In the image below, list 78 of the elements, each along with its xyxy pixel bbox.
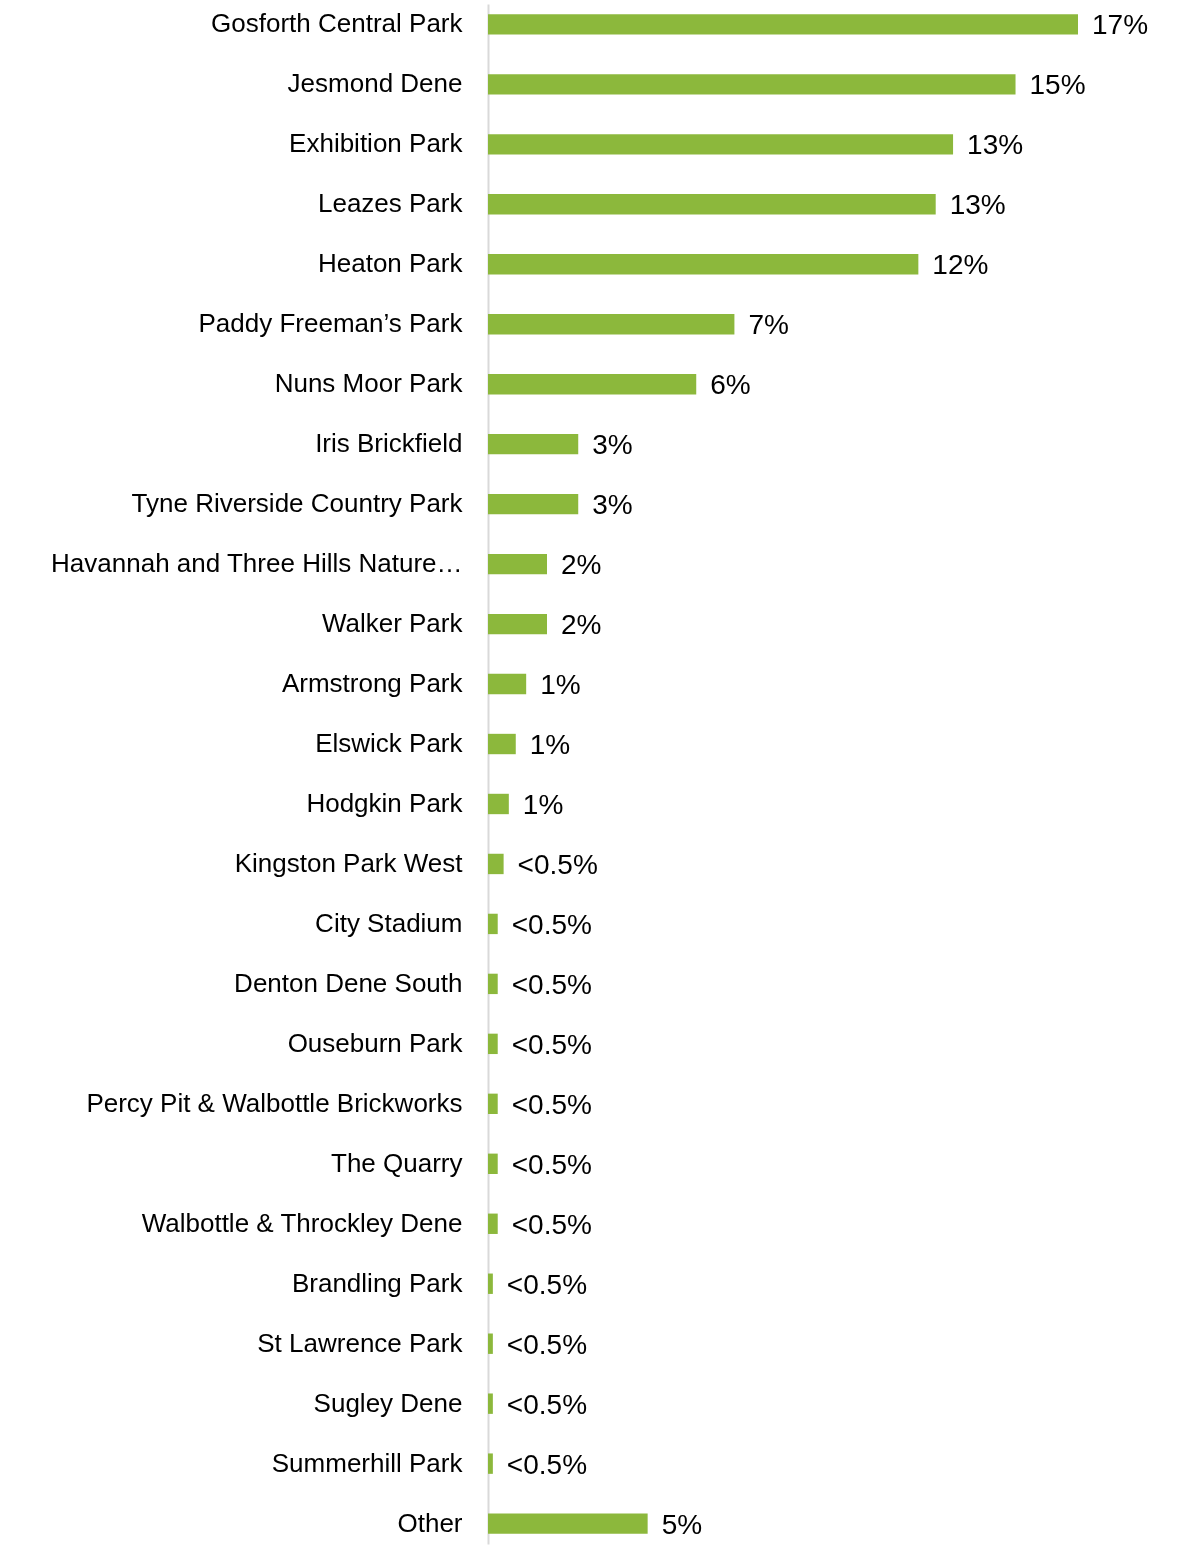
bar [488, 973, 498, 995]
data-label: <0.5% [511, 1208, 592, 1240]
data-label: <0.5% [511, 1088, 592, 1120]
data-label: 13% [967, 129, 1024, 161]
data-label: 17% [1092, 9, 1149, 41]
y-tick-label: Heaton Park [317, 248, 464, 279]
bar [488, 613, 547, 635]
y-tick-label: Walbottle & Throckley Dene [141, 1207, 463, 1238]
y-tick-label: Denton Dene South [234, 967, 463, 998]
data-label: 2% [561, 609, 602, 641]
bar [488, 853, 504, 875]
y-tick-label: Sugley Dene [313, 1387, 463, 1418]
y-tick-label: Other [397, 1507, 463, 1538]
bar [488, 134, 954, 155]
data-label: 1% [540, 669, 581, 701]
y-tick-label: Kingston Park West [234, 847, 464, 878]
y-tick-label: Percy Pit & Walbottle Brickworks [86, 1087, 463, 1118]
data-label: 13% [949, 189, 1006, 221]
y-tick-label: Ouseburn Park [287, 1027, 464, 1058]
y-tick-label: Havannah and Three Hills Nature… [51, 548, 463, 579]
y-tick-label: St Lawrence Park [257, 1327, 464, 1358]
data-label: <0.5% [511, 968, 592, 1000]
data-label: 12% [932, 249, 989, 281]
data-label: 1% [529, 729, 571, 761]
data-label: <0.5% [506, 1328, 588, 1360]
data-label: <0.5% [517, 848, 598, 880]
bar [488, 1333, 493, 1354]
bar [488, 553, 547, 575]
y-tick-label: Brandling Park [291, 1267, 464, 1298]
bar [488, 433, 579, 455]
y-tick-label: Leazes Park [317, 188, 464, 219]
y-tick-label: Jesmond Dene [287, 68, 463, 99]
bar [488, 1153, 498, 1174]
data-label: 2% [561, 549, 602, 581]
bar [488, 913, 498, 935]
data-label: <0.5% [506, 1448, 588, 1480]
bar [488, 1513, 648, 1534]
bar [488, 1033, 498, 1055]
bar [488, 374, 697, 395]
data-label: 6% [710, 369, 751, 401]
data-label: 15% [1029, 69, 1086, 101]
y-tick-label: Walker Park [321, 608, 464, 639]
bar [488, 793, 509, 815]
y-tick-label: Nuns Moor Park [274, 368, 464, 399]
bar [488, 733, 516, 755]
bar [488, 1093, 498, 1115]
data-label: 5% [661, 1508, 703, 1540]
y-tick-label: Gosforth Central Park [211, 8, 464, 39]
y-tick-label: Hodgkin Park [306, 787, 464, 818]
y-tick-label: Iris Brickfield [315, 428, 463, 459]
data-label: 3% [592, 429, 633, 461]
y-tick-label: Summerhill Park [271, 1447, 464, 1478]
data-label: <0.5% [511, 1148, 592, 1180]
data-label: <0.5% [511, 1028, 592, 1060]
y-tick-label: City Stadium [315, 907, 463, 938]
data-label: 1% [522, 788, 564, 820]
bar [488, 254, 919, 275]
data-label: <0.5% [506, 1268, 588, 1300]
bar [488, 1453, 493, 1474]
bar [488, 493, 579, 515]
data-label: 7% [748, 309, 789, 341]
y-tick-label: The Quarry [331, 1147, 463, 1178]
data-label: <0.5% [511, 908, 592, 940]
data-label: <0.5% [506, 1388, 588, 1420]
y-tick-label: Elswick Park [315, 728, 464, 759]
data-label: 3% [592, 489, 633, 521]
bar [488, 314, 735, 335]
bar [488, 1213, 498, 1234]
y-tick-label: Exhibition Park [289, 128, 464, 159]
y-tick-label: Paddy Freeman’s Park [198, 308, 464, 339]
bar [488, 1273, 493, 1294]
bar [488, 74, 1016, 95]
y-tick-label: Armstrong Park [281, 668, 464, 699]
bar [488, 14, 1078, 35]
y-tick-label: Tyne Riverside Country Park [131, 488, 464, 519]
bar [488, 673, 527, 695]
bar [488, 1393, 493, 1414]
bar [488, 194, 936, 215]
